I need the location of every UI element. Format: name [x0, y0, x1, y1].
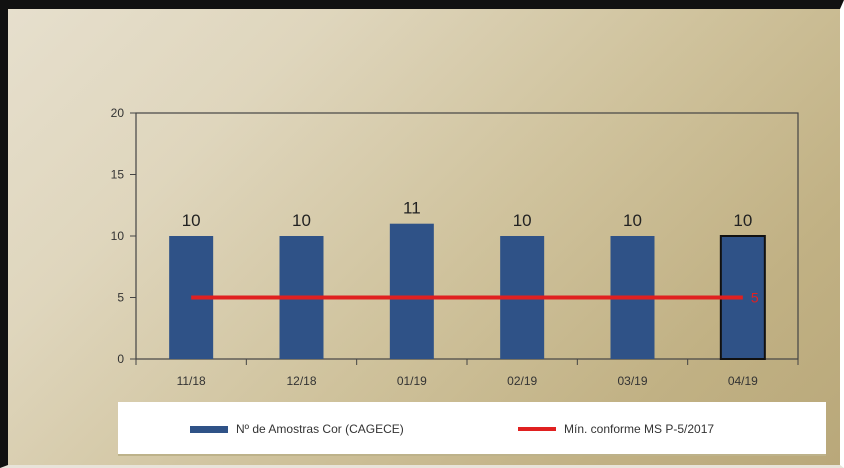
- x-tick-label: 01/19: [397, 374, 427, 388]
- legend-swatch-bars: [190, 425, 228, 433]
- y-axis: 0 5 10 15 20: [111, 106, 136, 366]
- bar-data-labels: 10 10 11 10 10 10: [182, 199, 753, 230]
- x-tick-label: 04/19: [728, 374, 758, 388]
- legend-swatch-line: [518, 427, 556, 431]
- line-end-label: 5: [751, 290, 759, 306]
- bar-data-label: 10: [733, 211, 752, 230]
- legend: Nº de Amostras Cor (CAGECE) Mín. conform…: [118, 402, 826, 456]
- bar-data-label: 10: [623, 211, 642, 230]
- legend-item-line: Mín. conforme MS P-5/2017: [518, 402, 714, 456]
- bar-series: [169, 223, 766, 360]
- x-tick-label: 02/19: [507, 374, 537, 388]
- y-tick-label: 15: [111, 168, 125, 182]
- bar-data-label: 11: [403, 199, 421, 218]
- y-tick-label: 20: [111, 106, 125, 120]
- x-axis: 11/18 12/18 01/19 02/19 03/19 04/19: [135, 359, 799, 388]
- legend-item-bars: Nº de Amostras Cor (CAGECE): [190, 402, 404, 456]
- bar-data-label: 10: [292, 211, 311, 230]
- y-tick-label: 5: [117, 291, 124, 305]
- bar-data-label: 10: [182, 211, 201, 230]
- y-tick-label: 10: [111, 229, 125, 243]
- x-tick-label: 12/18: [286, 374, 316, 388]
- x-tick-label: 11/18: [177, 374, 206, 388]
- legend-label-bars: Nº de Amostras Cor (CAGECE): [236, 422, 404, 436]
- legend-label-line: Mín. conforme MS P-5/2017: [564, 422, 715, 436]
- x-tick-label: 03/19: [617, 374, 647, 388]
- bar-data-label: 10: [513, 211, 532, 230]
- y-tick-label: 0: [117, 352, 124, 366]
- bar: [389, 223, 434, 359]
- line-series: 5: [191, 290, 759, 306]
- plot-area: [135, 112, 799, 360]
